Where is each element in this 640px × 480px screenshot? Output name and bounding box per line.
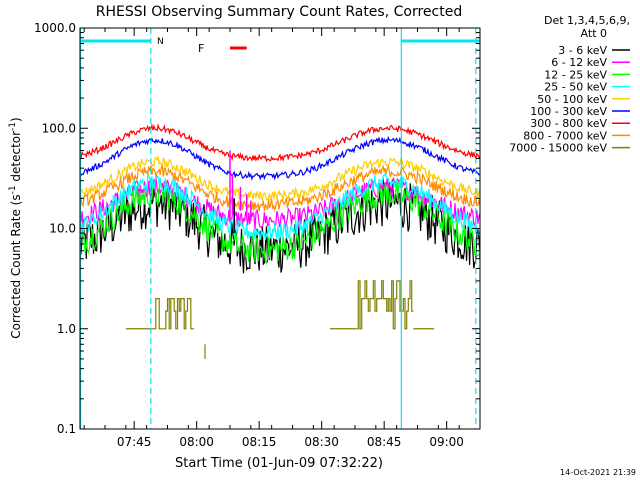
y-tick-label: 0.1 xyxy=(57,422,76,436)
x-tick-label: 08:45 xyxy=(367,435,402,449)
legend-header-line-1: Det 1,3,4,5,6,9, xyxy=(544,14,630,27)
legend-label: 800 - 7000 keV xyxy=(523,129,607,142)
x-axis-label: Start Time (01-Jun-09 07:32:22) xyxy=(175,456,383,471)
series-line-8 xyxy=(150,298,195,330)
y-tick-label: 1000.0 xyxy=(34,21,76,35)
footer-timestamp: 14-Oct-2021 21:39 xyxy=(560,468,636,477)
series-line-5 xyxy=(79,135,481,181)
x-tick-label: 07:45 xyxy=(117,435,152,449)
legend-label: 6 - 12 keV xyxy=(551,56,607,69)
flare-marker-label: F xyxy=(198,42,204,55)
legend-label: 100 - 300 keV xyxy=(530,105,607,118)
y-tick-label: 10.0 xyxy=(49,222,76,236)
y-tick-label: 100.0 xyxy=(42,121,76,135)
legend-label: 25 - 50 keV xyxy=(544,81,607,94)
y-axis-label-text-mid: detector xyxy=(9,131,23,186)
legend-label: 300 - 800 keV xyxy=(530,117,607,130)
x-tick-label: 08:30 xyxy=(304,435,339,449)
series-line-1 xyxy=(79,177,481,230)
y-axis-label-superscript-2: -1 xyxy=(8,122,18,131)
legend-label: 50 - 100 keV xyxy=(537,93,607,106)
x-tick-label: 09:00 xyxy=(429,435,464,449)
x-tick-label: 08:15 xyxy=(242,435,277,449)
series-line-8 xyxy=(355,280,414,330)
y-axis-label: Corrected Count Rate (s-1 detector-1) xyxy=(8,117,23,338)
attenuator-layer xyxy=(125,280,435,359)
y-axis-label-text: Corrected Count Rate (s xyxy=(9,194,23,338)
x-tick-label: 08:00 xyxy=(179,435,214,449)
series-line-7 xyxy=(79,164,481,213)
series-line-6 xyxy=(79,123,481,163)
legend-label: 7000 - 15000 keV xyxy=(509,142,607,155)
series-line-4 xyxy=(79,155,481,201)
legend-label: 3 - 6 keV xyxy=(558,44,607,57)
legend-label: 12 - 25 keV xyxy=(544,68,607,81)
axis-layer: 1000.0 100.0 10.0 1.0 0.1 07:45 08:00 08:15 08:3… xyxy=(34,21,480,449)
y-axis-label-superscript: -1 xyxy=(8,185,18,194)
y-axis-label-text-end: ) xyxy=(9,117,23,122)
night-marker-label: N xyxy=(157,37,164,47)
series-line-3 xyxy=(79,171,481,242)
y-tick-label: 1.0 xyxy=(57,322,76,336)
chart-title: RHESSI Observing Summary Count Rates, Co… xyxy=(96,4,462,20)
series-layer xyxy=(79,123,481,274)
legend-header-line-2: Att 0 xyxy=(581,27,607,40)
